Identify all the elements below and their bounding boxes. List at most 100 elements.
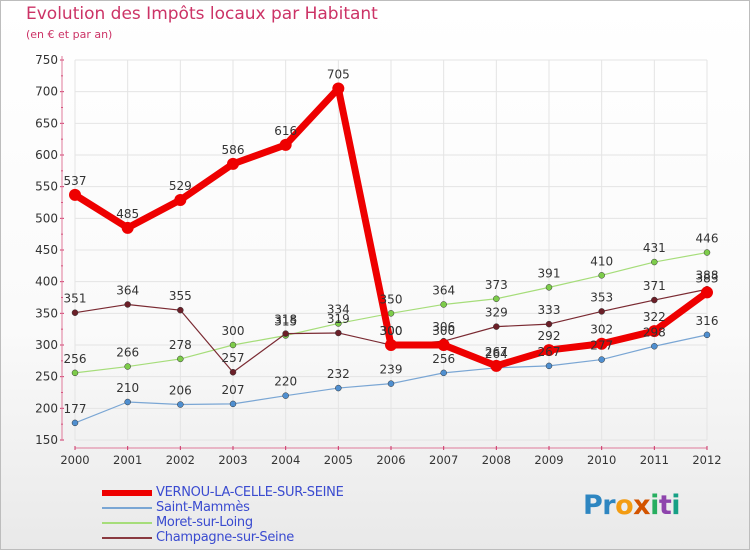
data-point — [124, 301, 131, 308]
data-point — [121, 221, 134, 234]
data-label: 300 — [222, 324, 245, 338]
x-tick-label: 2011 — [640, 453, 669, 467]
data-label: 355 — [169, 289, 192, 303]
legend-label-champagne: Champagne-sur-Seine — [156, 530, 294, 545]
data-label: 315 — [274, 315, 297, 329]
data-label: 256 — [64, 352, 87, 366]
proxiti-logo: Proxiti — [583, 490, 681, 521]
data-point — [335, 384, 342, 392]
data-point — [651, 258, 658, 266]
data-label: 177 — [64, 402, 87, 416]
data-label: 383 — [696, 271, 719, 285]
data-point — [229, 400, 237, 408]
data-label: 256 — [432, 352, 455, 366]
data-point — [440, 301, 447, 308]
data-label: 298 — [643, 325, 666, 339]
data-label: 207 — [222, 383, 245, 397]
data-label: 485 — [116, 207, 139, 221]
data-label: 316 — [696, 314, 719, 328]
data-label: 351 — [64, 292, 87, 306]
data-label: 329 — [485, 306, 508, 320]
data-point — [598, 356, 605, 363]
x-tick-label: 2009 — [534, 453, 563, 467]
data-point — [545, 320, 553, 328]
y-tick-label: 500 — [35, 211, 58, 225]
y-tick-label: 150 — [35, 433, 58, 447]
data-label: 318 — [274, 313, 297, 327]
data-point — [387, 380, 395, 387]
data-label: 373 — [485, 278, 508, 292]
x-tick-label: 2006 — [376, 453, 405, 467]
data-point — [545, 362, 553, 370]
x-tick-label: 2000 — [60, 453, 89, 467]
legend-swatch-champagne — [102, 537, 152, 539]
data-point — [703, 249, 711, 256]
y-tick-label: 300 — [35, 338, 58, 352]
data-point — [595, 337, 608, 350]
data-point — [440, 369, 447, 377]
x-tick-label: 2010 — [587, 453, 616, 467]
data-point — [598, 308, 605, 315]
data-point — [177, 355, 184, 363]
y-tick-label: 750 — [35, 53, 58, 67]
y-tick-label: 700 — [35, 85, 58, 99]
data-label: 537 — [64, 174, 87, 188]
data-label: 292 — [538, 329, 561, 343]
y-tick-label: 350 — [35, 306, 58, 320]
data-label: 705 — [327, 68, 350, 82]
data-label: 300 — [432, 324, 455, 338]
data-label: 239 — [380, 363, 403, 377]
chart-subtitle: (en € et par an) — [26, 28, 113, 41]
data-label: 333 — [538, 303, 561, 317]
data-label: 302 — [590, 323, 613, 337]
x-tick-label: 2005 — [324, 453, 353, 467]
data-point — [174, 193, 187, 206]
data-point — [279, 138, 292, 151]
x-tick-label: 2012 — [692, 453, 721, 467]
legend-swatch-moret — [102, 522, 152, 524]
data-point — [69, 188, 81, 201]
data-label: 267 — [538, 345, 561, 359]
data-label: 278 — [169, 338, 192, 352]
data-label: 322 — [643, 310, 666, 324]
data-point — [229, 368, 237, 376]
x-tick-label: 2008 — [482, 453, 511, 467]
y-tick-label: 600 — [35, 148, 58, 162]
data-label: 220 — [274, 375, 297, 389]
data-point — [282, 330, 289, 337]
data-point — [493, 323, 500, 330]
data-label: 210 — [116, 381, 139, 395]
data-label: 350 — [380, 292, 403, 306]
x-tick-label: 2007 — [429, 453, 458, 467]
data-point — [651, 343, 658, 350]
legend-swatch-saint-mammes — [102, 507, 152, 509]
data-point — [701, 286, 713, 299]
data-point — [332, 82, 345, 95]
y-tick-label: 250 — [35, 370, 58, 384]
data-label: 586 — [222, 143, 245, 157]
y-tick-label: 400 — [35, 275, 58, 289]
data-point — [227, 157, 239, 170]
data-label: 529 — [169, 179, 192, 193]
chart-title: Evolution des Impôts locaux par Habitant — [26, 4, 378, 24]
data-label: 431 — [643, 241, 666, 255]
data-point — [124, 398, 131, 406]
data-label: 319 — [327, 312, 350, 326]
y-tick-label: 200 — [35, 401, 58, 415]
data-point — [385, 339, 397, 351]
data-point — [71, 419, 79, 427]
data-label: 232 — [327, 367, 350, 381]
data-point — [490, 359, 503, 372]
data-label: 300 — [380, 324, 403, 338]
data-point — [282, 392, 289, 399]
data-label: 391 — [538, 266, 561, 280]
data-label: 353 — [590, 290, 613, 304]
data-label: 277 — [590, 339, 613, 353]
data-label: 371 — [643, 279, 666, 293]
data-point — [229, 341, 237, 349]
data-label: 300 — [380, 324, 403, 338]
data-point — [71, 369, 79, 377]
data-label: 257 — [222, 351, 245, 365]
data-point — [335, 320, 342, 327]
data-label: 206 — [169, 384, 192, 398]
